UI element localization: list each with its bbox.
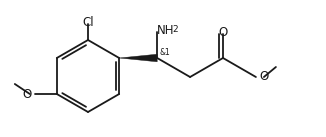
Text: &1: &1 [159, 48, 170, 57]
Text: Cl: Cl [82, 16, 94, 29]
Text: O: O [218, 26, 228, 39]
Text: NH: NH [157, 24, 175, 37]
Text: O: O [22, 88, 32, 101]
Polygon shape [119, 54, 157, 62]
Text: 2: 2 [172, 25, 178, 34]
Text: O: O [259, 71, 268, 83]
